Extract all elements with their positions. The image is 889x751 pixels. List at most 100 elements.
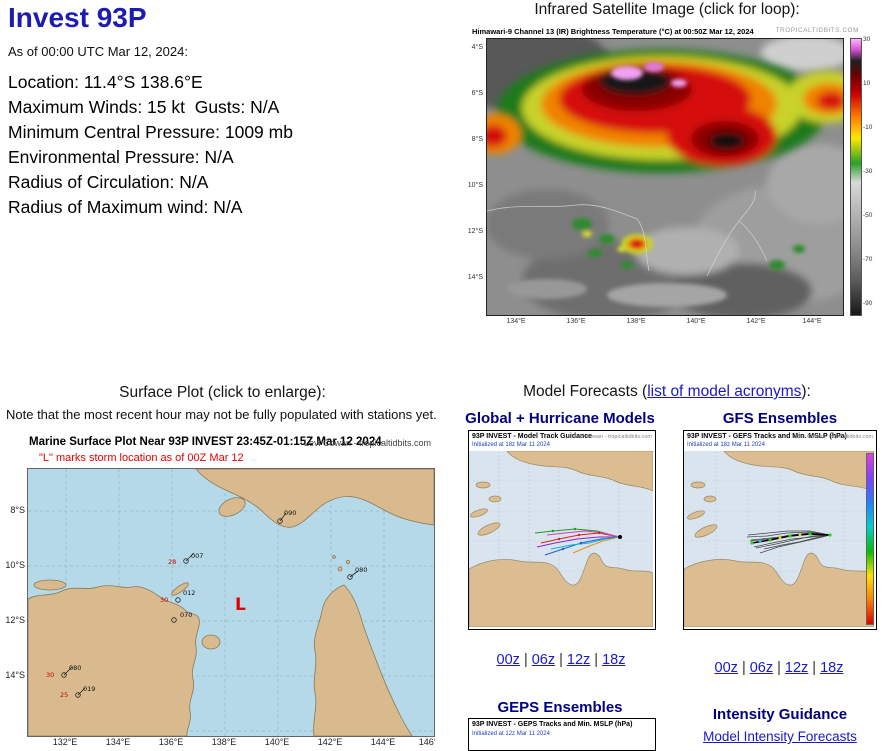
run-link-06z[interactable]: 06z (749, 660, 774, 676)
model-map-title: 93P INVEST - GEFS Tracks and Min. MSLP (… (687, 433, 848, 440)
sfc-lon-label: 142°E (317, 737, 343, 747)
sat-lon-label: 140°E (686, 318, 706, 325)
station-wind: 30 (46, 671, 54, 679)
surface-map-credit: Levi Cowan - tropicaltidbits.com (303, 438, 431, 448)
station-value: 090 (284, 509, 296, 517)
station-value: 070 (180, 611, 192, 619)
sfc-lat-label: 14°S (5, 670, 25, 680)
model-acronyms-link[interactable]: list of model acronyms (647, 383, 802, 400)
satellite-image[interactable]: Himawari-9 Channel 13 (IR) Brightness Te… (460, 24, 889, 340)
as-of-date: As of 00:00 UTC Mar 12, 2024: (8, 44, 188, 59)
run-link-18z[interactable]: 18z (820, 660, 844, 676)
sat-lon-label: 138°E (626, 318, 646, 325)
gfs-ensembles-heading: GFS Ensembles (722, 410, 838, 427)
link-separator: | (812, 660, 817, 676)
colorbar-tick: -50 (863, 212, 873, 219)
station-value: 012 (183, 589, 195, 597)
page-title: Invest 93P (8, 2, 147, 33)
surface-map-graphic: 28 007 090 080 30 012 070 30 080 25 019 … (28, 469, 434, 736)
sfc-lat-label: 8°S (10, 505, 25, 515)
storm-min-pressure: Minimum Central Pressure: 1009 mb (8, 122, 293, 142)
satellite-section-heading: Infrared Satellite Image (click for loop… (534, 1, 800, 18)
sfc-lon-label: 134°E (105, 737, 131, 747)
surface-map-subtitle: "L" marks storm location as of 00Z Mar 1… (39, 452, 244, 464)
sfc-lat-label: 12°S (5, 615, 25, 625)
storm-env-pressure: Environmental Pressure: N/A (8, 147, 234, 167)
model-map-credit: Levi Cowan - tropicaltidbits.com (574, 434, 652, 440)
storm-max-winds: Maximum Winds: 15 kt Gusts: N/A (8, 97, 280, 117)
geps-map-title: 93P INVEST - GEPS Tracks and Min. MSLP (… (472, 721, 633, 728)
model-map-title: 93P INVEST - Model Track Guidance (472, 433, 593, 440)
sat-lat-label: 14°S (467, 274, 483, 281)
link-separator: | (523, 652, 528, 668)
storm-details: Location: 11.4°S 138.6°E Maximum Winds: … (8, 70, 293, 220)
storm-radius-circulation: Radius of Circulation: N/A (8, 172, 209, 192)
link-separator: | (741, 660, 746, 676)
storm-location-marker: L (235, 595, 246, 615)
colorbar-tick: 10 (863, 80, 871, 87)
satellite-image-title: Himawari-9 Channel 13 (IR) Brightness Te… (472, 27, 754, 36)
colorbar-tick: -70 (863, 256, 873, 263)
geps-ensembles-map[interactable]: 93P INVEST - GEPS Tracks and Min. MSLP (… (468, 718, 656, 751)
link-separator: | (777, 660, 781, 676)
satellite-cloud-graphic (487, 39, 843, 315)
sat-lon-label: 144°E (802, 318, 822, 325)
satellite-watermark: TROPICALTIDBITS.COM (775, 27, 859, 34)
surface-map-plot: 28 007 090 080 30 012 070 30 080 25 019 … (27, 468, 435, 737)
link-separator: | (559, 652, 563, 668)
colorbar-tick: -10 (863, 124, 873, 131)
surface-section-heading: Surface Plot (click to enlarge): (119, 384, 326, 401)
storm-location: Location: 11.4°S 138.6°E (8, 72, 203, 92)
storm-radius-max-wind: Radius of Maximum wind: N/A (8, 197, 243, 217)
intensity-guidance-heading: Intensity Guidance (712, 706, 848, 723)
surface-map-title: Marine Surface Plot Near 93P INVEST 23:4… (29, 436, 382, 448)
model-map-credit: Levi Cowan - tropicaltidbits.com (795, 434, 873, 440)
sat-lat-label: 12°S (467, 228, 483, 235)
station-value: 080 (355, 566, 367, 574)
sat-lat-label: 8°S (471, 136, 483, 143)
models-heading-post: ): (801, 383, 811, 400)
sfc-lon-label: 140°E (264, 737, 290, 747)
sat-lat-label: 10°S (467, 182, 483, 189)
station-value: 080 (69, 664, 81, 672)
model-map-init: Initialized at 18z Mar 11 2024 (472, 442, 550, 448)
satellite-cloud-map (486, 38, 844, 316)
run-link-00z[interactable]: 00z (496, 652, 520, 668)
sat-lon-label: 136°E (566, 318, 586, 325)
colorbar-tick: 30 (863, 36, 871, 43)
station-wind: 30 (160, 596, 168, 604)
link-separator: | (594, 652, 599, 668)
sfc-lon-label: 146°E (418, 737, 435, 747)
geps-map-init: Initialized at 12z Mar 11 2024 (472, 731, 550, 737)
station-value: 019 (83, 685, 95, 693)
model-run-links-global: 00z | 06z | 12z | 18z (468, 652, 654, 668)
run-link-00z[interactable]: 00z (714, 660, 738, 676)
models-section-heading: Model Forecasts (list of model acronyms)… (445, 383, 889, 401)
sat-lat-label: 4°S (471, 44, 483, 51)
gefs-track-graphic (684, 451, 874, 627)
model-map-init: Initialized at 18z Mar 11 2024 (687, 442, 765, 448)
sfc-lon-label: 132°E (52, 737, 78, 747)
model-intensity-forecasts-link[interactable]: Model Intensity Forecasts (703, 729, 857, 744)
colorbar-tick: -90 (863, 300, 873, 307)
models-heading-pre: Model Forecasts ( (523, 383, 648, 400)
run-link-18z[interactable]: 18z (602, 652, 626, 668)
gefs-ensembles-map[interactable]: 93P INVEST - GEFS Tracks and Min. MSLP (… (683, 430, 877, 630)
global-models-heading: Global + Hurricane Models (465, 410, 655, 427)
sfc-lon-label: 144°E (370, 737, 396, 747)
sfc-lon-label: 136°E (158, 737, 184, 747)
sat-lon-label: 142°E (746, 318, 766, 325)
sfc-lat-label: 10°S (5, 560, 25, 570)
model-track-guidance-map[interactable]: 93P INVEST - Model Track Guidance Initia… (468, 430, 656, 630)
run-link-12z[interactable]: 12z (566, 652, 591, 668)
run-link-06z[interactable]: 06z (531, 652, 556, 668)
station-wind: 28 (168, 558, 176, 566)
model-run-links-gefs: 00z | 06z | 12z | 18z (683, 660, 875, 676)
model-track-graphic (469, 451, 653, 627)
sat-lat-label: 6°S (471, 90, 483, 97)
gefs-mslp-colorbar (866, 453, 874, 625)
satellite-colorbar (850, 38, 862, 316)
run-link-12z[interactable]: 12z (784, 660, 809, 676)
surface-plot-image[interactable]: Marine Surface Plot Near 93P INVEST 23:4… (5, 432, 435, 750)
geps-ensembles-heading: GEPS Ensembles (497, 699, 623, 716)
